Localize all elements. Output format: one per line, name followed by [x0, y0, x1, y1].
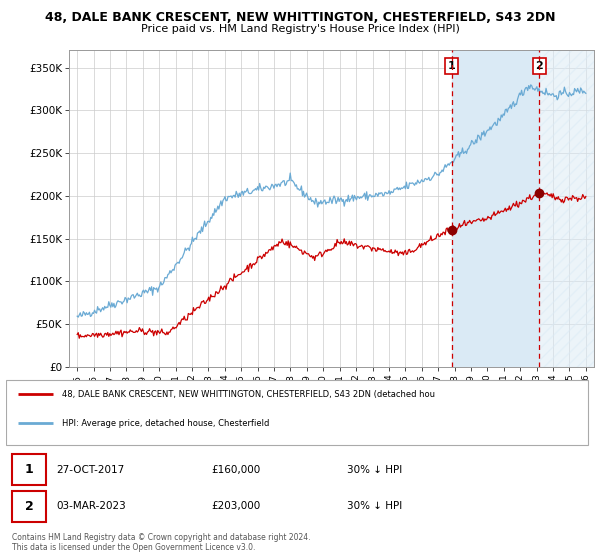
Text: 48, DALE BANK CRESCENT, NEW WHITTINGTON, CHESTERFIELD, S43 2DN (detached hou: 48, DALE BANK CRESCENT, NEW WHITTINGTON,… [62, 390, 435, 399]
Text: HPI: Average price, detached house, Chesterfield: HPI: Average price, detached house, Ches… [62, 419, 269, 428]
Text: Contains HM Land Registry data © Crown copyright and database right 2024.
This d: Contains HM Land Registry data © Crown c… [12, 533, 310, 552]
Text: 30% ↓ HPI: 30% ↓ HPI [347, 465, 402, 475]
Text: £203,000: £203,000 [212, 501, 261, 511]
FancyBboxPatch shape [12, 491, 46, 522]
FancyBboxPatch shape [6, 380, 588, 445]
Text: 30% ↓ HPI: 30% ↓ HPI [347, 501, 402, 511]
Text: 27-OCT-2017: 27-OCT-2017 [56, 465, 124, 475]
Text: 48, DALE BANK CRESCENT, NEW WHITTINGTON, CHESTERFIELD, S43 2DN: 48, DALE BANK CRESCENT, NEW WHITTINGTON,… [45, 11, 555, 24]
FancyBboxPatch shape [12, 454, 46, 485]
Text: 03-MAR-2023: 03-MAR-2023 [56, 501, 126, 511]
Text: Price paid vs. HM Land Registry's House Price Index (HPI): Price paid vs. HM Land Registry's House … [140, 24, 460, 34]
Text: 1: 1 [25, 463, 34, 476]
Bar [452, 50, 539, 367]
Text: 1: 1 [448, 61, 455, 71]
Text: £160,000: £160,000 [212, 465, 261, 475]
Bar [539, 50, 594, 367]
Text: 2: 2 [25, 500, 34, 512]
Text: 2: 2 [535, 61, 543, 71]
